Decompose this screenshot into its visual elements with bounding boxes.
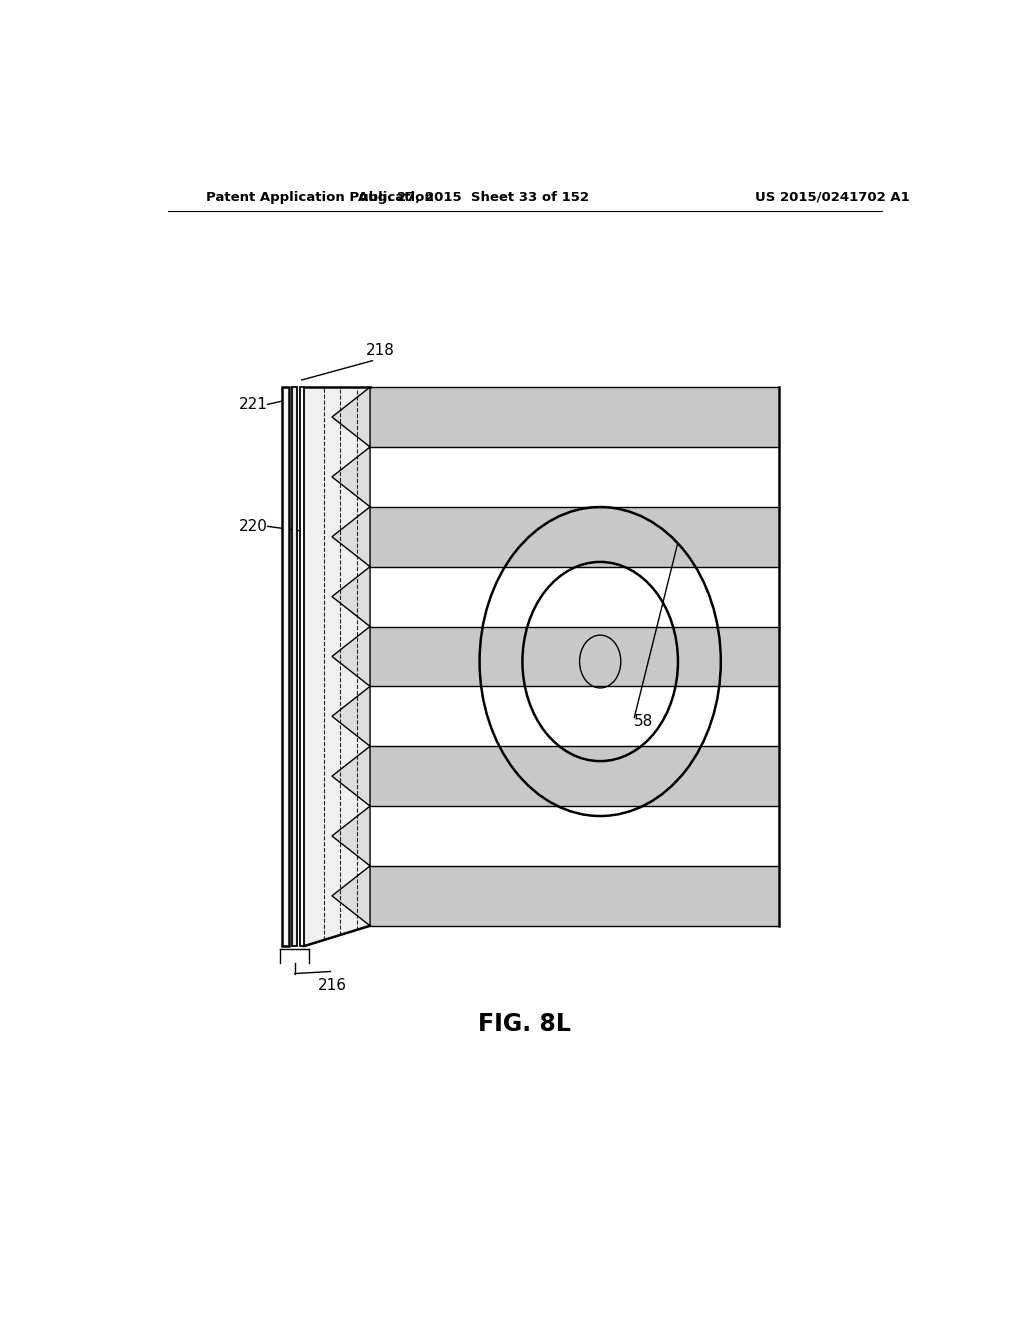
Text: 58: 58 (634, 714, 653, 729)
Bar (370, 627, 778, 686)
Bar (370, 746, 778, 807)
Polygon shape (332, 387, 370, 925)
Text: 220: 220 (239, 519, 267, 533)
Bar (292, 387, 297, 946)
Bar (300, 387, 304, 946)
Bar (370, 866, 778, 925)
Text: 218: 218 (366, 343, 395, 358)
Bar (370, 447, 778, 507)
Text: Aug. 27, 2015  Sheet 33 of 152: Aug. 27, 2015 Sheet 33 of 152 (357, 190, 589, 203)
Polygon shape (304, 387, 370, 946)
Bar (370, 807, 778, 866)
Text: FIG. 8L: FIG. 8L (478, 1012, 571, 1036)
Bar (370, 387, 778, 447)
Bar (282, 387, 289, 946)
Bar (370, 507, 778, 566)
Text: US 2015/0241702 A1: US 2015/0241702 A1 (755, 190, 909, 203)
Bar (370, 566, 778, 627)
Text: Patent Application Publication: Patent Application Publication (206, 190, 433, 203)
Text: 221: 221 (239, 397, 267, 412)
Text: 216: 216 (318, 978, 347, 993)
Bar (370, 686, 778, 746)
